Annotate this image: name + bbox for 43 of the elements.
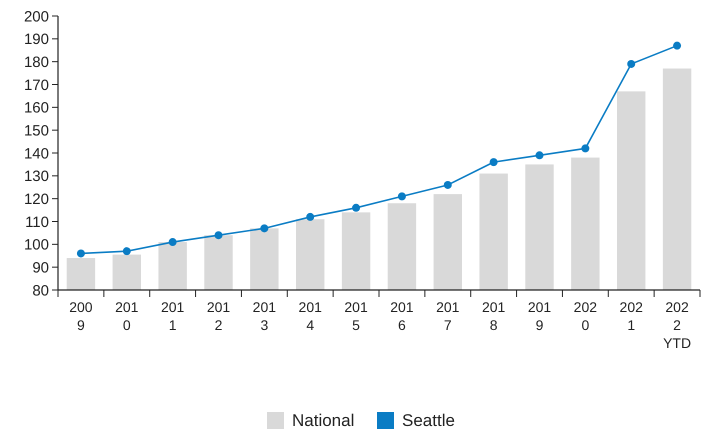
x-tick-label: 2011 [160,299,185,333]
x-tick-label: 2013 [252,299,276,333]
point [306,212,314,221]
x-tick-label: 2017 [436,299,460,333]
point [352,204,360,212]
y-tick-label: 190 [24,31,49,48]
y-tick-label: 200 [24,8,49,26]
y-tick-label: 120 [24,190,49,208]
y-tick-label: 130 [24,168,49,186]
x-tick-label: 2015 [344,299,368,333]
y-tick-label: 90 [32,259,49,276]
point [398,192,406,200]
legend-label: Seattle [402,410,455,430]
point [444,180,452,189]
x-tick-label: 2018 [482,299,506,333]
x-tick-label: 2021 [620,299,644,333]
legend-label: National [292,410,354,430]
point [581,144,590,152]
y-tick-label: 170 [24,76,49,94]
point [536,151,544,160]
point [76,249,85,258]
y-tick-label: 110 [25,214,49,231]
y-tick-label: 100 [24,236,49,254]
y-tick-label: 150 [24,122,49,140]
x-tick-label: 2010 [115,299,139,333]
point [673,42,682,50]
y-tick-label: 80 [32,282,49,300]
x-tick-label: 2014 [298,299,322,333]
x-tick-label: 2012 [206,299,230,333]
point [214,231,222,240]
x-tick-label: 2016 [390,299,414,333]
point [490,158,498,166]
x-tick-label: 2009 [69,299,93,333]
point [122,247,131,256]
point [260,224,268,232]
x-tick-label: 2020 [574,299,598,333]
point [627,60,636,68]
y-tick-label: 180 [24,54,49,71]
y-tick-label: 160 [24,100,49,117]
point [168,238,177,246]
y-tick-label: 140 [24,145,49,162]
x-tick-label: 2022 YTD [663,299,692,351]
x-tick-label: 2019 [528,299,552,333]
